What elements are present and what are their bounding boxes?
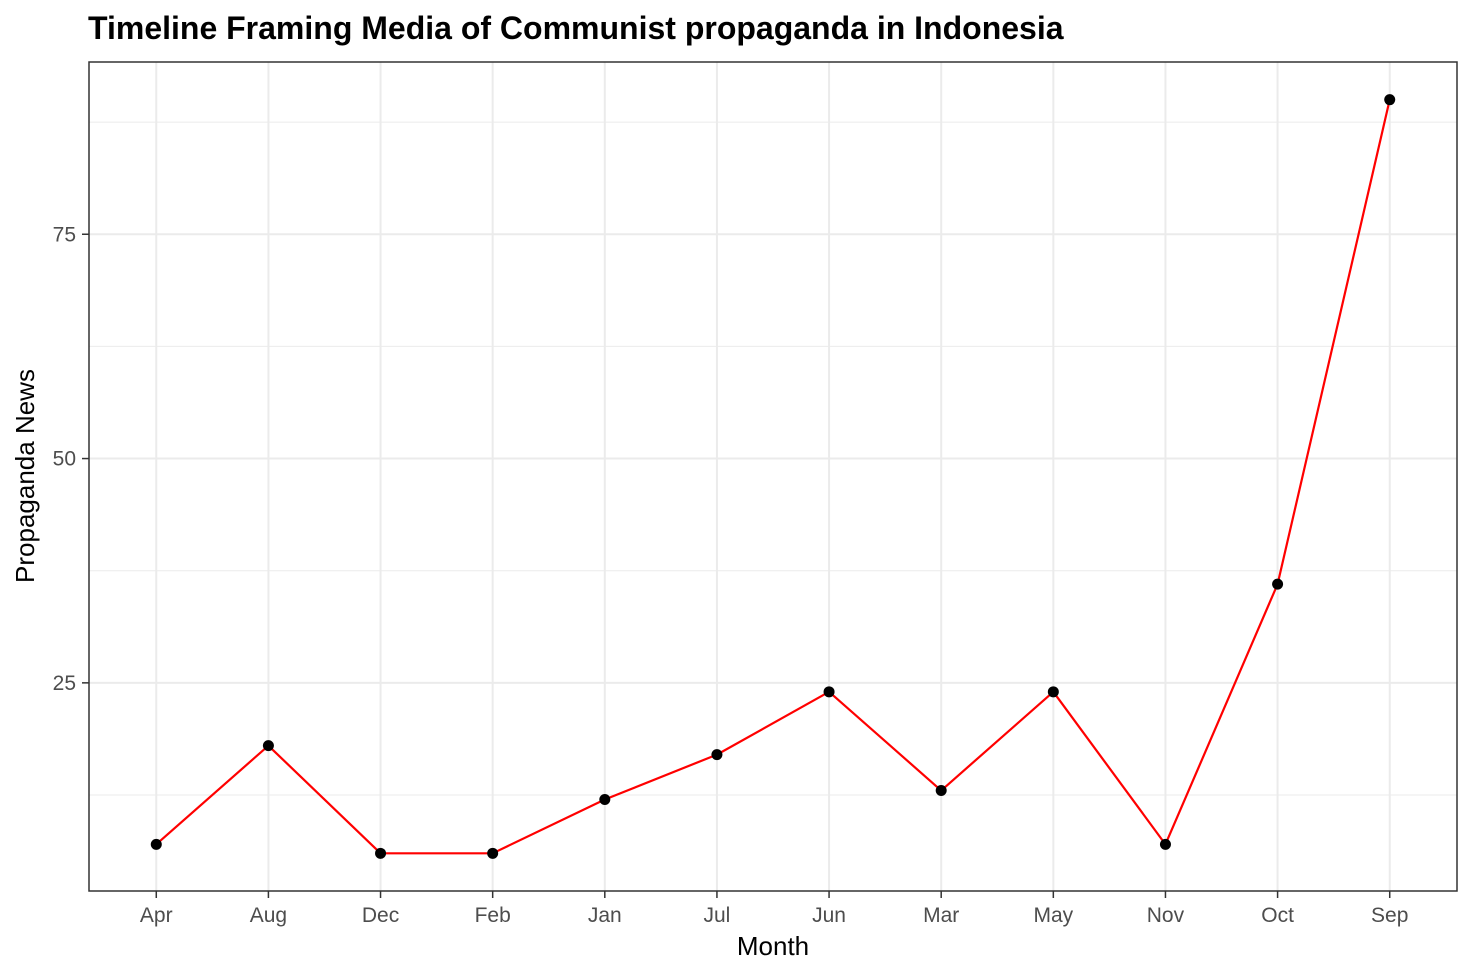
data-point: [150, 838, 162, 850]
y-axis-title: Propaganda News: [10, 369, 40, 583]
data-point: [1047, 686, 1059, 698]
data-point: [262, 740, 274, 752]
y-tick-label: 25: [53, 672, 76, 695]
data-point: [1384, 94, 1396, 106]
x-tick-label: Oct: [1261, 904, 1294, 927]
x-tick-label: Mar: [923, 904, 959, 927]
data-point: [599, 793, 611, 805]
series-line: [155, 99, 1391, 855]
data-points: [150, 94, 1396, 859]
data-point: [1272, 578, 1284, 590]
x-tick-label: Jul: [704, 904, 731, 927]
data-point: [823, 686, 835, 698]
x-tick-label: Sep: [1371, 904, 1408, 927]
x-tick-label: Nov: [1147, 904, 1185, 927]
grid-lines: [89, 62, 1457, 891]
x-tick-label: Apr: [140, 904, 173, 927]
data-point: [935, 785, 947, 797]
x-tick-label: Jun: [812, 904, 846, 927]
data-point: [375, 847, 387, 859]
data-point: [1159, 838, 1171, 850]
y-tick-label: 50: [53, 448, 76, 471]
axes: 25 50 75 Apr Aug Dec Feb Jan Jul Jun Mar May Nov Oct S…: [53, 223, 1409, 927]
plot-panel-border: [88, 61, 1458, 892]
x-tick-label: Dec: [362, 904, 399, 927]
x-tick-label: May: [1033, 904, 1073, 927]
x-tick-label: Jan: [588, 904, 622, 927]
data-point: [711, 749, 723, 761]
data-point: [487, 847, 499, 859]
x-axis-title: Month: [737, 931, 809, 961]
x-tick-label: Feb: [475, 904, 511, 927]
y-tick-label: 75: [53, 223, 76, 246]
chart-title: Timeline Framing Media of Communist prop…: [88, 10, 1064, 46]
series-line-layer: [155, 99, 1391, 855]
x-tick-label: Aug: [250, 904, 287, 927]
